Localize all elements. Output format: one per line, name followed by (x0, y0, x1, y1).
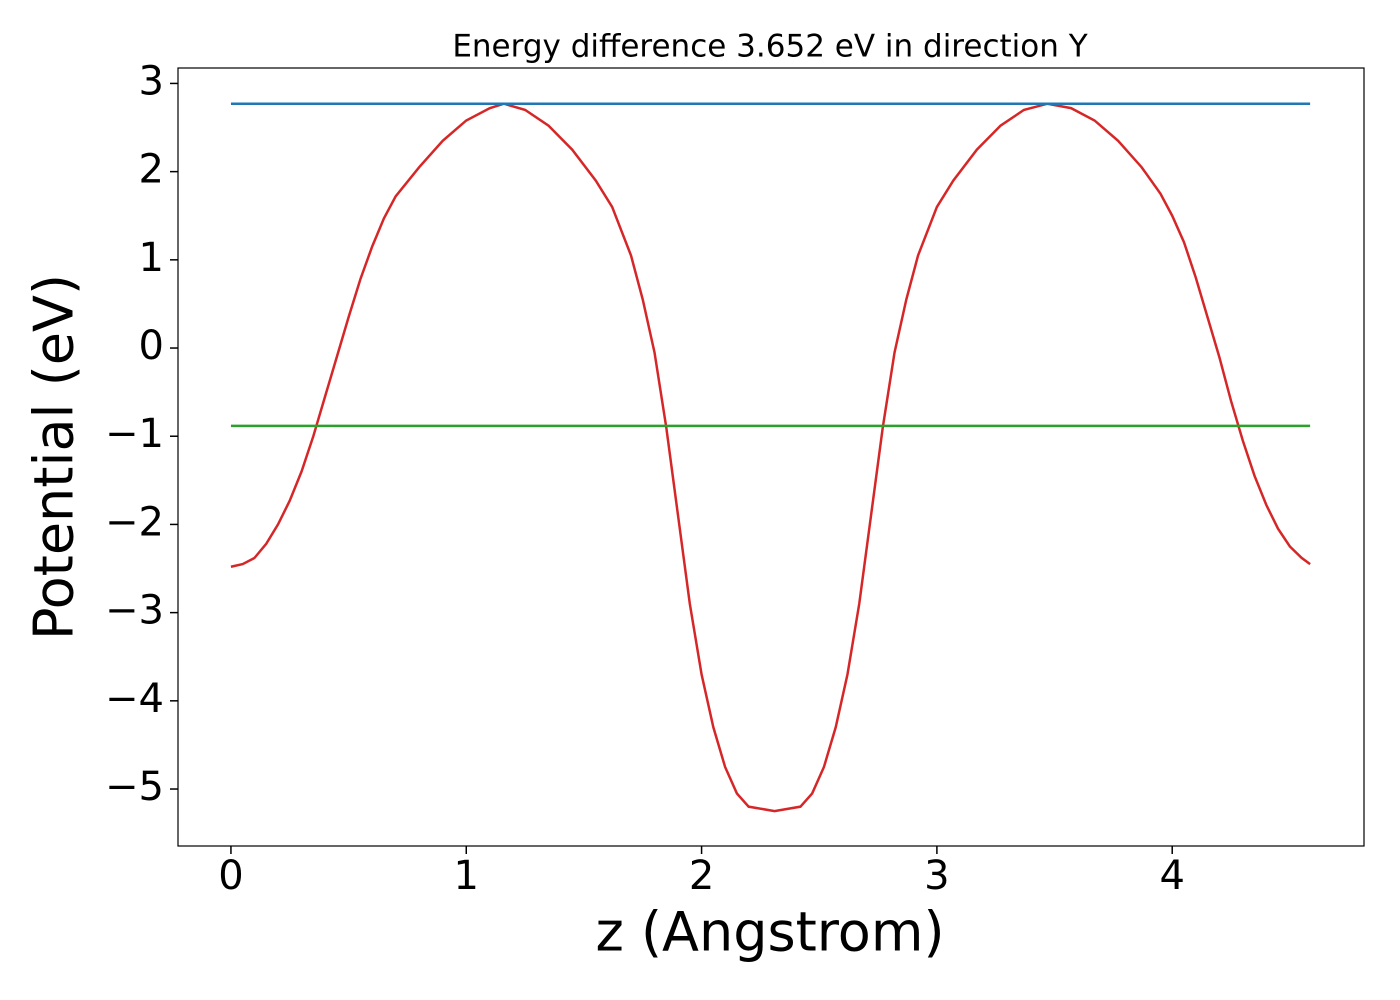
x-tick-label: 3 (924, 853, 949, 899)
y-tick-label: −2 (105, 499, 164, 545)
x-tick-label: 4 (1159, 853, 1184, 899)
series-line (230, 102, 1311, 813)
x-tick-label: 2 (689, 853, 714, 899)
plot-frame (177, 67, 1365, 847)
y-tick-label: 0 (139, 323, 164, 369)
y-axis-label: Potential (eV) (23, 274, 86, 640)
y-tick-label: −1 (105, 411, 164, 457)
y-tick-label: 3 (139, 58, 164, 104)
y-tick-label: −3 (105, 588, 164, 634)
chart-title: Energy difference 3.652 eV in direction … (452, 29, 1087, 65)
y-tick-label: 2 (139, 147, 164, 193)
x-tick-label: 1 (454, 853, 479, 899)
x-tick-label: 0 (218, 853, 243, 899)
y-tick-label: 1 (139, 235, 164, 281)
x-axis-label: z (Angstrom) (595, 901, 944, 964)
y-tick-label: −4 (105, 676, 164, 722)
y-tick-label: −5 (105, 764, 164, 810)
